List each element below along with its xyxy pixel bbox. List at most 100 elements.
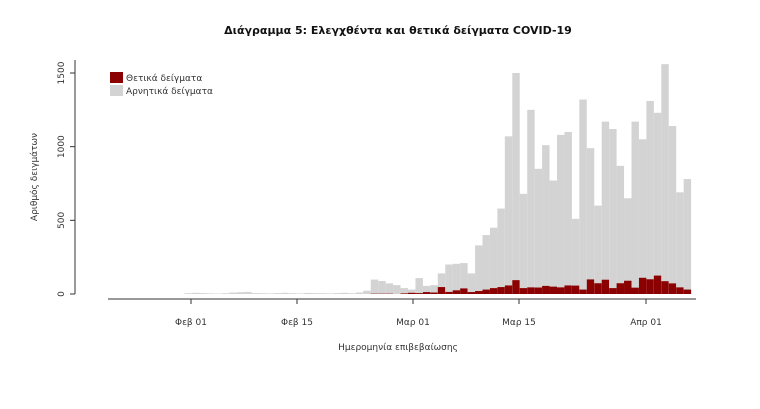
y-tick-label: 500 [57,211,67,228]
positive-bar [579,289,587,294]
tested-bar [661,64,669,294]
positive-bar [482,289,490,294]
tested-bar [199,293,207,294]
tested-bar [475,245,483,294]
tested-bar [259,293,267,294]
tested-bar [288,293,297,294]
positive-bar [542,285,550,294]
tested-bar [281,292,289,294]
y-tick-label: 1000 [57,135,67,158]
positive-bar [467,292,476,294]
tested-bar [340,292,349,294]
tested-bar [184,293,192,294]
x-ticks-group: Φεβ 01 Φεβ 15 Μαρ 01 Μαρ 15 Απρ 01 [175,299,662,328]
legend-label: Αρνητικά δείγματα [126,87,213,97]
tested-bar [586,148,595,294]
tested-bar [311,293,319,294]
tested-bar [326,293,334,294]
tested-bar [370,279,379,294]
tested-bar [452,263,461,294]
positive-bar [400,293,408,294]
tested-bar [266,293,274,294]
y-axis-label: Αριθμός δειγμάτων [29,133,40,221]
tested-bar [378,281,386,294]
positive-bar [594,283,602,294]
tested-bar [355,292,364,294]
x-tick-label: Απρ 01 [630,318,662,328]
tested-bar [296,293,304,294]
tested-bar [653,112,662,294]
positive-bar [676,287,684,294]
positive-bar [668,283,677,294]
tested-bar [400,288,408,294]
tested-bar [638,139,647,294]
positive-bar [445,291,453,294]
tested-bar [236,292,245,294]
positive-bar [430,292,438,294]
positive-bar [638,277,647,294]
positive-bar [422,292,431,294]
legend: Θετικά δείγματα Αρνητικά δείγματα [110,72,213,97]
x-tick-label: Μαρ 01 [396,318,430,328]
tested-bar [676,192,684,294]
y-ticks-group: 0 500 1000 1500 [57,61,75,297]
tested-bar [422,285,431,294]
positive-bar [408,292,416,294]
positive-bar [512,280,520,294]
tested-bar [430,285,438,294]
tested-bar [564,131,572,294]
positive-bar [661,281,669,294]
tested-bar [542,145,550,294]
tested-bar [251,293,259,294]
tested-bar [594,205,602,294]
tested-bar [549,180,557,294]
tested-bar [557,134,565,294]
positive-bar [475,291,483,294]
tested-bar [303,292,312,294]
tested-bar [579,99,587,295]
positive-bar [653,275,662,294]
positive-bar [601,279,610,294]
positive-bar [564,285,572,294]
tested-bar [601,121,610,295]
tested-bar [460,263,468,294]
tested-bar [571,218,580,294]
legend-swatch [110,72,123,83]
bars-group [184,64,692,295]
tested-bar [393,285,401,294]
x-tick-label: Φεβ 01 [175,318,207,328]
positive-bar [534,287,543,294]
tested-bar [504,136,513,294]
tested-bar [616,165,625,294]
positive-bar [460,288,468,294]
positive-bar [557,287,565,294]
tested-bar [221,293,230,294]
positive-bar [497,287,505,294]
tested-bar [489,227,498,294]
tested-bar [512,73,520,294]
tested-bar [385,283,394,294]
tested-bar [273,293,282,294]
positive-bar [586,279,595,294]
tested-bar [467,273,476,294]
positive-bar [452,290,461,294]
legend-label: Θετικά δείγματα [126,74,202,84]
tested-bar [624,198,632,294]
tested-bar [497,208,505,294]
positive-bar [415,293,423,294]
positive-bar [519,288,528,294]
tested-bar [244,291,252,294]
positive-bar [646,279,654,294]
tested-bar [191,292,200,294]
tested-bar [445,264,453,294]
tested-bar [519,193,528,294]
legend-swatch [110,85,123,96]
tested-bar [683,179,692,294]
positive-bar [609,288,617,294]
y-tick-label: 0 [57,291,67,297]
positive-bar [624,280,632,294]
x-tick-label: Φεβ 15 [281,318,313,328]
positive-bar [437,287,446,294]
tested-bar [318,293,327,294]
